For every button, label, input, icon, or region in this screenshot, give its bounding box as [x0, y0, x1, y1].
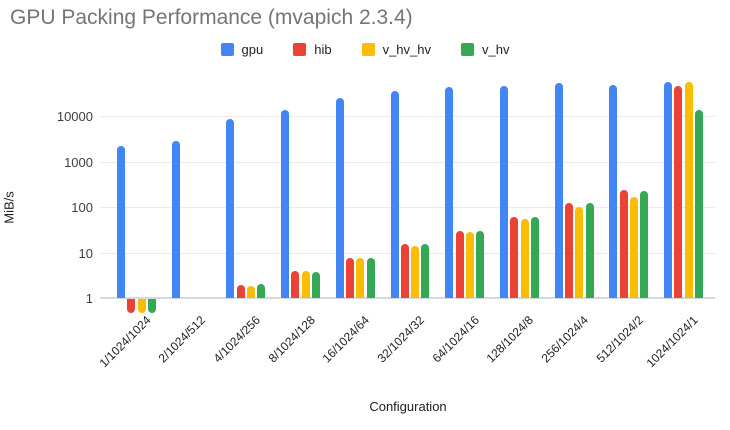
- bar-gpu-16-1024-64: [335, 97, 344, 298]
- bar-v_hv_hv-1024-1024-1: [684, 82, 693, 298]
- bar-v_hv-1024-1024-1: [694, 110, 703, 298]
- bar-hib-128-1024-8: [510, 217, 519, 298]
- bar-gpu-512-1024-2: [609, 85, 618, 298]
- bar-v_hv-512-1024-2: [640, 191, 649, 298]
- legend-item-v_hv: v_hv: [461, 42, 509, 57]
- x-axis-title: Configuration: [369, 399, 447, 414]
- legend-label: hib: [314, 42, 332, 57]
- gridline: [100, 116, 715, 117]
- bar-v_hv-4-1024-256: [257, 284, 266, 298]
- bar-hib-512-1024-2: [619, 189, 628, 298]
- x-category-label: 2/1024/512: [155, 313, 209, 366]
- bar-v_hv_hv-128-1024-8: [520, 218, 529, 298]
- bar-hib-1-1024-1024: [127, 299, 136, 313]
- y-tick-label: 10: [78, 245, 93, 261]
- y-tick-label: 10000: [56, 109, 93, 124]
- legend-item-gpu: gpu: [220, 42, 264, 57]
- bar-v_hv-128-1024-8: [530, 217, 539, 298]
- bar-v_hv-32-1024-32: [421, 244, 430, 298]
- bar-v_hv_hv-32-1024-32: [411, 245, 420, 298]
- bar-hib-1024-1024-1: [674, 85, 683, 298]
- bar-gpu-1024-1024-1: [664, 82, 672, 298]
- x-category-label: 1/1024/1024: [96, 313, 154, 371]
- bar-gpu-128-1024-8: [499, 85, 508, 298]
- bar-v_hv_hv-4-1024-256: [247, 286, 255, 298]
- bar-gpu-256-1024-4: [554, 83, 563, 298]
- bar-v_hv_hv-256-1024-4: [575, 207, 584, 298]
- bar-gpu-8-1024-128: [281, 110, 290, 298]
- legend-item-v_hv_hv: v_hv_hv: [361, 42, 431, 57]
- x-category-label: 4/1024/256: [210, 313, 263, 366]
- legend-label: v_hv: [482, 42, 510, 57]
- gridline: [100, 207, 715, 208]
- bar-v_hv_hv-16-1024-64: [356, 258, 365, 298]
- legend-swatch-v_hv: [461, 43, 474, 56]
- bar-gpu-32-1024-32: [390, 90, 399, 298]
- bar-v_hv_hv-64-1024-16: [465, 232, 474, 298]
- bar-v_hv_hv-512-1024-2: [629, 196, 638, 298]
- y-tick-label: 100: [71, 200, 93, 215]
- bar-hib-8-1024-128: [291, 271, 300, 298]
- bar-hib-32-1024-32: [400, 244, 409, 298]
- y-axis-title: MiB/s: [1, 191, 17, 224]
- legend-swatch-gpu: [220, 43, 234, 56]
- bar-v_hv-1-1024-1024: [147, 299, 156, 313]
- y-tick-label: 1000: [64, 154, 93, 170]
- bar-hib-64-1024-16: [455, 230, 464, 298]
- bar-gpu-2-1024-512: [171, 141, 180, 298]
- bar-v_hv-16-1024-64: [366, 257, 375, 298]
- legend-label: gpu: [241, 42, 264, 57]
- bar-hib-16-1024-64: [346, 257, 355, 298]
- bar-v_hv-256-1024-4: [585, 203, 594, 298]
- chart-title: GPU Packing Performance (mvapich 2.3.4): [10, 6, 413, 29]
- x-category-label: 16/1024/64: [319, 313, 373, 366]
- x-category-label: 1024/1024/1: [643, 313, 701, 371]
- bar-hib-4-1024-256: [236, 285, 245, 298]
- legend-swatch-hib: [293, 43, 307, 56]
- x-category-label: 128/1024/8: [483, 313, 537, 366]
- bar-v_hv_hv-8-1024-128: [301, 270, 310, 298]
- x-category-label: 512/1024/2: [593, 313, 646, 366]
- legend-label: v_hv_hv: [382, 42, 431, 57]
- legend: gpu hib v_hv_hv v_hv: [0, 42, 730, 57]
- legend-swatch-v_hv_hv: [361, 43, 375, 56]
- y-tick-label: 1: [85, 291, 93, 306]
- x-category-label: 32/1024/32: [374, 313, 427, 366]
- bar-v_hv-8-1024-128: [312, 271, 320, 298]
- x-category-label: 8/1024/128: [265, 313, 318, 366]
- legend-item-hib: hib: [293, 42, 332, 57]
- x-category-label: 256/1024/4: [538, 313, 591, 366]
- bar-hib-256-1024-4: [564, 203, 573, 298]
- gridline: [100, 161, 715, 163]
- bar-gpu-64-1024-16: [445, 87, 454, 298]
- bar-gpu-4-1024-256: [226, 118, 235, 298]
- x-category-label: 64/1024/16: [429, 313, 482, 366]
- x-axis-baseline: [100, 297, 715, 299]
- bar-v_hv_hv-1-1024-1024: [137, 299, 146, 313]
- bar-v_hv-64-1024-16: [476, 230, 485, 298]
- bar-gpu-1-1024-1024: [117, 145, 125, 298]
